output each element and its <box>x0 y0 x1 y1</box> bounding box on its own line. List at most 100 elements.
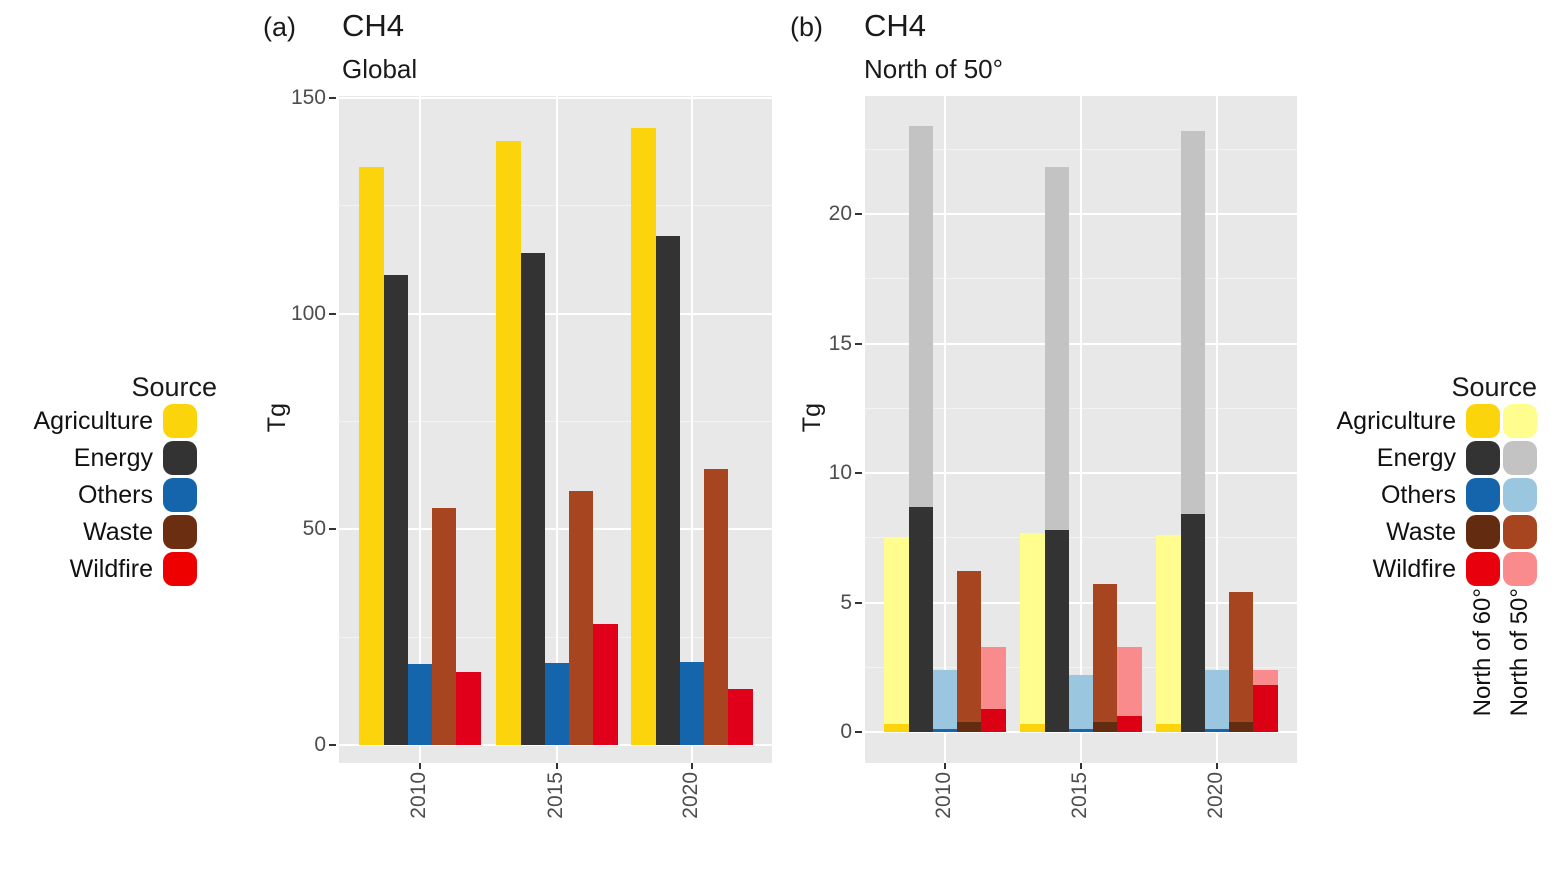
bar-a-agriculture-2015 <box>496 141 521 745</box>
bar-b-agriculture-north50-2015 <box>1020 532 1045 732</box>
y-tick-label: 50 <box>302 517 326 541</box>
gridline-major-vertical <box>944 96 946 763</box>
bar-b-agriculture-north60-2020 <box>1156 724 1181 732</box>
legend-right-swatch-light-energy <box>1503 441 1537 475</box>
panel-b-plot-area <box>865 96 1297 763</box>
y-tick-mark <box>329 312 336 315</box>
panel-b-title: CH4 <box>864 8 927 43</box>
panel-a-subtitle: Global <box>342 54 418 84</box>
x-tick-mark <box>1080 763 1082 769</box>
gridline-major-vertical <box>419 96 421 763</box>
bar-b-others-north60-2020 <box>1204 729 1230 732</box>
legend-right-swatch-light-agriculture <box>1503 404 1537 438</box>
legend-left-label-waste: Waste <box>83 518 153 546</box>
y-tick-label: 10 <box>828 461 852 484</box>
gridline-major <box>339 528 772 531</box>
legend-right-swatch-dark-waste <box>1466 515 1500 549</box>
y-tick-mark <box>329 528 336 531</box>
bar-a-waste-2020 <box>704 468 729 745</box>
gridline-minor <box>339 205 772 207</box>
legend-right-title: Source <box>1451 372 1537 402</box>
legend-right-swatch-light-wildfire <box>1503 552 1537 586</box>
bar-b-waste-north60-2020 <box>1229 721 1254 732</box>
gridline-major-vertical <box>556 96 558 763</box>
legend-right-label-agriculture: Agriculture <box>1336 407 1457 435</box>
gridline-major-vertical <box>691 96 693 763</box>
bar-b-wildfire-north60-2020 <box>1253 685 1278 732</box>
x-tick-label: 2020 <box>1204 772 1227 819</box>
bar-a-others-2010 <box>407 664 433 745</box>
y-tick-mark <box>855 342 862 345</box>
bar-b-energy-north60-2020 <box>1180 514 1205 732</box>
bar-b-energy-north60-2010 <box>908 506 933 732</box>
panel-b-subtitle: North of 50° <box>864 54 1004 84</box>
y-tick-label: 20 <box>828 202 852 225</box>
y-tick-mark <box>855 472 862 474</box>
gridline-major-vertical <box>1216 96 1218 763</box>
y-tick-mark <box>329 97 336 99</box>
legend-right-swatch-dark-energy <box>1466 441 1500 475</box>
x-tick-mark <box>1216 763 1218 769</box>
bar-b-others-north60-2015 <box>1068 729 1094 732</box>
bar-a-others-2020 <box>679 662 705 745</box>
bar-b-others-north50-2020 <box>1204 669 1230 732</box>
gridline-major <box>339 744 772 746</box>
bar-a-energy-2020 <box>655 236 680 745</box>
bar-b-others-north50-2015 <box>1068 675 1094 732</box>
panel-b-tag: (b) <box>790 12 823 42</box>
legend-right-label-others: Others <box>1380 481 1456 509</box>
y-tick-mark <box>329 744 336 746</box>
legend-right-label-waste: Waste <box>1386 518 1456 546</box>
bar-b-waste-north50-2015 <box>1093 584 1118 732</box>
legend-right-group-label-north60: North of 60° <box>1469 588 1496 717</box>
bar-a-others-2015 <box>544 663 570 745</box>
y-tick-label: 5 <box>840 590 852 614</box>
x-tick-label: 2015 <box>544 772 567 819</box>
gridline-minor <box>339 421 772 422</box>
x-tick-mark <box>691 763 693 769</box>
bar-b-agriculture-north60-2015 <box>1020 724 1045 732</box>
gridline-major <box>339 312 772 315</box>
legend-left-label-agriculture: Agriculture <box>33 407 154 435</box>
legend-right-label-wildfire: Wildfire <box>1372 555 1456 583</box>
legend-left-label-others: Others <box>77 481 153 509</box>
bar-b-waste-north50-2010 <box>957 571 982 732</box>
bar-a-waste-2010 <box>432 507 457 745</box>
legend-right-swatch-dark-others <box>1466 478 1500 512</box>
legend-right-group-label-north50: North of 50° <box>1506 588 1533 717</box>
y-tick-mark <box>855 601 862 604</box>
x-tick-label: 2020 <box>679 772 702 819</box>
bar-b-waste-north50-2020 <box>1229 592 1254 732</box>
bar-b-others-north50-2010 <box>932 669 958 732</box>
bar-b-agriculture-north60-2010 <box>884 724 909 732</box>
legend-left-title: Source <box>131 372 217 402</box>
bar-a-wildfire-2010 <box>456 671 481 745</box>
bar-b-agriculture-north50-2010 <box>884 537 909 732</box>
x-tick-mark <box>944 763 946 769</box>
y-tick-label: 150 <box>290 86 326 109</box>
y-tick-label: 0 <box>314 733 326 756</box>
bar-a-waste-2015 <box>569 490 594 745</box>
x-tick-label: 2010 <box>932 772 955 819</box>
x-tick-label: 2015 <box>1068 772 1091 819</box>
bar-b-wildfire-north60-2015 <box>1117 716 1142 732</box>
legend-right-swatch-light-waste <box>1503 515 1537 549</box>
bar-a-energy-2015 <box>520 253 545 745</box>
bar-b-agriculture-north50-2020 <box>1156 535 1181 732</box>
legend-right-swatch-dark-wildfire <box>1466 552 1500 586</box>
legend-left-swatch-energy <box>163 441 197 475</box>
gridline-minor <box>339 636 772 638</box>
panel-a-plot-area <box>339 96 772 763</box>
legend-right-swatch-dark-agriculture <box>1466 404 1500 438</box>
gridline-major <box>339 97 772 99</box>
legend-right-swatch-light-others <box>1503 478 1537 512</box>
x-tick-mark <box>556 763 558 769</box>
legend-left-swatch-agriculture <box>163 404 197 438</box>
bar-a-wildfire-2015 <box>593 624 618 745</box>
x-tick-label: 2010 <box>407 772 430 819</box>
y-tick-mark <box>855 731 862 733</box>
legend-left-label-energy: Energy <box>73 444 153 472</box>
bar-b-others-north60-2010 <box>932 729 958 732</box>
